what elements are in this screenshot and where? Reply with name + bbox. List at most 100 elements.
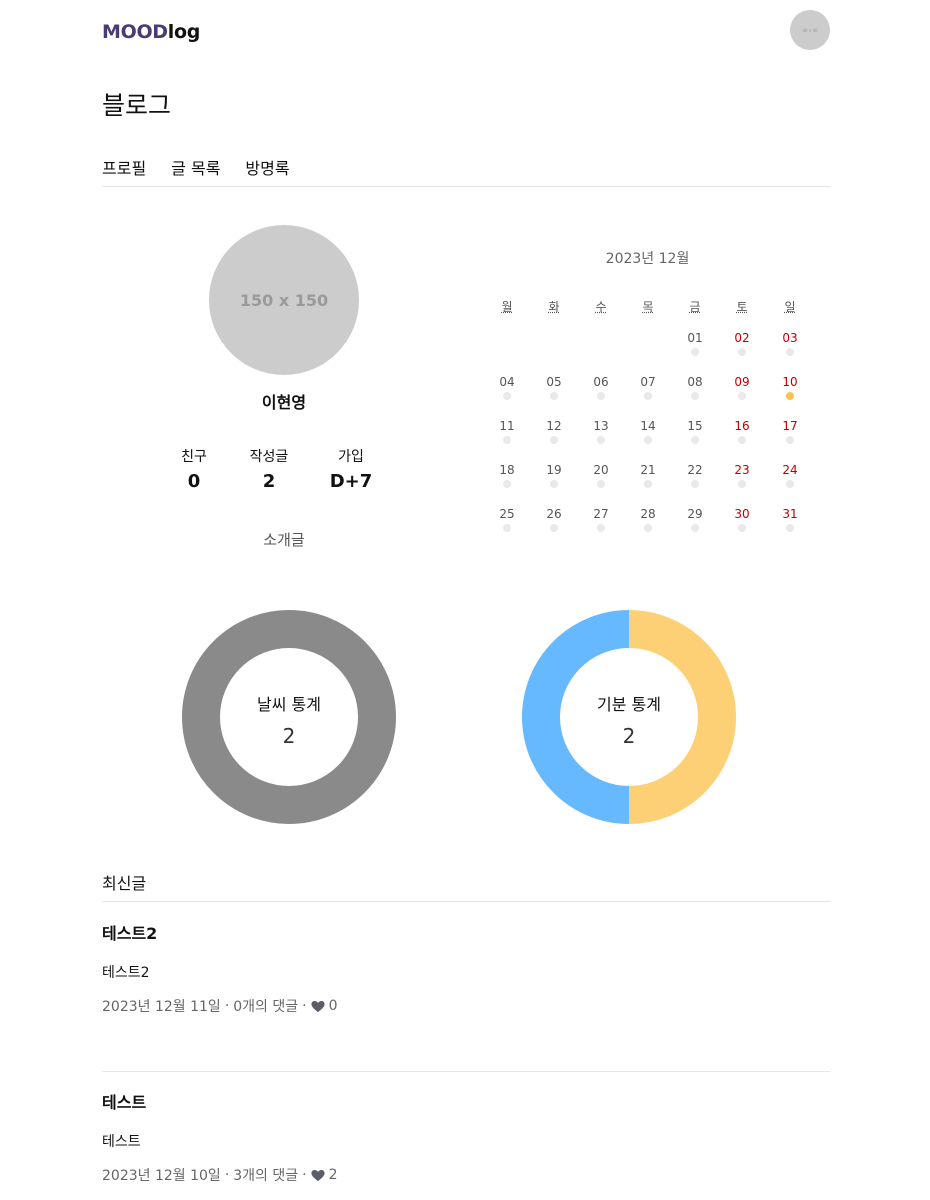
calendar-day-dot bbox=[550, 480, 558, 488]
calendar-day-dot bbox=[738, 392, 746, 400]
calendar-day[interactable]: 20 bbox=[586, 463, 616, 488]
calendar-day[interactable]: 08 bbox=[680, 375, 710, 400]
meta-separator: · bbox=[302, 998, 307, 1014]
calendar-day-number: 31 bbox=[782, 507, 798, 521]
heart-icon[interactable] bbox=[311, 1169, 325, 1182]
calendar-day-number: 04 bbox=[499, 375, 515, 389]
stat-friends[interactable]: 친구 0 bbox=[154, 446, 234, 492]
calendar-day-number: 30 bbox=[734, 507, 750, 521]
calendar-day-dot bbox=[786, 524, 794, 532]
calendar-day-number: 19 bbox=[546, 463, 562, 477]
tab-post-list[interactable]: 글 목록 bbox=[171, 159, 221, 178]
calendar-day[interactable]: 22 bbox=[680, 463, 710, 488]
calendar-weekday: 월 bbox=[501, 300, 513, 314]
calendar-day-number: 21 bbox=[640, 463, 656, 477]
calendar-day[interactable]: 10 bbox=[775, 375, 805, 400]
calendar-day-number: 03 bbox=[782, 331, 798, 345]
calendar-day-dot bbox=[644, 480, 652, 488]
calendar-day-number: 07 bbox=[640, 375, 656, 389]
calendar-day[interactable]: 31 bbox=[775, 507, 805, 532]
calendar-day-number: 09 bbox=[734, 375, 750, 389]
post-divider bbox=[102, 1071, 830, 1072]
post-date: 2023년 12월 11일 bbox=[102, 999, 221, 1015]
calendar-day-number: 16 bbox=[734, 419, 750, 433]
calendar-day[interactable]: 16 bbox=[727, 419, 757, 444]
calendar-title: 2023년 12월 bbox=[605, 251, 690, 267]
logo-mood-text: MOOD bbox=[102, 21, 168, 43]
tab-profile[interactable]: 프로필 bbox=[102, 159, 147, 178]
calendar-day-dot bbox=[550, 436, 558, 444]
page-title: 블로그 bbox=[102, 91, 172, 120]
calendar-day-dot bbox=[691, 392, 699, 400]
donut-segment-weather bbox=[182, 610, 396, 824]
calendar-day[interactable]: 24 bbox=[775, 463, 805, 488]
calendar-day[interactable]: 21 bbox=[633, 463, 663, 488]
calendar-day-number: 22 bbox=[687, 463, 703, 477]
calendar-weekday: 수 bbox=[595, 300, 607, 314]
meta-separator: · bbox=[224, 1167, 230, 1183]
calendar-day[interactable]: 28 bbox=[633, 507, 663, 532]
logo[interactable]: MOODlog bbox=[102, 21, 200, 43]
calendar-day[interactable]: 05 bbox=[539, 375, 569, 400]
calendar-day-number: 29 bbox=[687, 507, 703, 521]
calendar-day[interactable]: 29 bbox=[680, 507, 710, 532]
donut-segment-mood-a bbox=[628, 610, 736, 824]
calendar-day-dot bbox=[786, 392, 794, 400]
post-likes: 2 bbox=[328, 1167, 338, 1183]
recent-posts-title: 최신글 bbox=[102, 870, 830, 902]
heart-icon[interactable] bbox=[311, 1000, 325, 1013]
calendar-day-dot bbox=[786, 480, 794, 488]
stat-joined-label: 가입 bbox=[338, 449, 364, 465]
calendar-day[interactable]: 23 bbox=[727, 463, 757, 488]
avatar[interactable]: 40 x 40 bbox=[790, 10, 830, 50]
calendar-day[interactable]: 30 bbox=[727, 507, 757, 532]
calendar-day[interactable]: 26 bbox=[539, 507, 569, 532]
calendar-day[interactable]: 25 bbox=[492, 507, 522, 532]
calendar-day[interactable]: 02 bbox=[727, 331, 757, 356]
calendar-day[interactable]: 04 bbox=[492, 375, 522, 400]
stat-joined-value: D+7 bbox=[329, 471, 373, 492]
tab-guestbook[interactable]: 방명록 bbox=[245, 159, 290, 178]
calendar-day[interactable]: 14 bbox=[633, 419, 663, 444]
calendar-day[interactable]: 17 bbox=[775, 419, 805, 444]
post-meta: 2023년 12월 11일 · 0개의 댓글 · 0 bbox=[102, 996, 830, 1016]
calendar-day-dot bbox=[786, 436, 794, 444]
calendar-weekday: 토 bbox=[736, 300, 748, 314]
calendar-day[interactable]: 15 bbox=[680, 419, 710, 444]
calendar-day-number: 15 bbox=[687, 419, 703, 433]
stat-posts[interactable]: 작성글 2 bbox=[229, 446, 309, 492]
post-item[interactable]: 테스트2 테스트2 2023년 12월 11일 · 0개의 댓글 · 0 bbox=[102, 920, 830, 1016]
calendar-day[interactable]: 13 bbox=[586, 419, 616, 444]
calendar-weekday: 화 bbox=[548, 300, 560, 314]
calendar-day[interactable]: 12 bbox=[539, 419, 569, 444]
calendar-day-dot bbox=[550, 392, 558, 400]
calendar-day-number: 08 bbox=[687, 375, 703, 389]
calendar-day[interactable]: 07 bbox=[633, 375, 663, 400]
calendar-day-dot bbox=[503, 480, 511, 488]
calendar-day[interactable]: 09 bbox=[727, 375, 757, 400]
post-title[interactable]: 테스트2 bbox=[102, 924, 158, 943]
mood-stats-chart bbox=[522, 610, 736, 824]
calendar-day-number: 01 bbox=[687, 331, 703, 345]
calendar-day-number: 11 bbox=[499, 419, 515, 433]
mood-stats-value: 2 bbox=[622, 724, 636, 748]
post-title[interactable]: 테스트 bbox=[102, 1093, 147, 1112]
calendar-day[interactable]: 03 bbox=[775, 331, 805, 356]
calendar-day-dot bbox=[644, 392, 652, 400]
calendar-day-dot bbox=[597, 524, 605, 532]
calendar-day-number: 26 bbox=[546, 507, 562, 521]
post-item[interactable]: 테스트 테스트 2023년 12월 10일 · 3개의 댓글 · 2 bbox=[102, 1089, 830, 1185]
calendar-day-dot bbox=[691, 524, 699, 532]
calendar-day[interactable]: 27 bbox=[586, 507, 616, 532]
calendar-day-dot bbox=[597, 480, 605, 488]
calendar-day[interactable]: 06 bbox=[586, 375, 616, 400]
calendar-weekday: 금 bbox=[689, 300, 701, 314]
calendar-day-dot bbox=[644, 524, 652, 532]
post-meta: 2023년 12월 10일 · 3개의 댓글 · 2 bbox=[102, 1165, 830, 1185]
calendar-day[interactable]: 18 bbox=[492, 463, 522, 488]
calendar-day[interactable]: 19 bbox=[539, 463, 569, 488]
calendar-day[interactable]: 11 bbox=[492, 419, 522, 444]
logo-log-text: log bbox=[167, 21, 201, 43]
calendar-day[interactable]: 01 bbox=[680, 331, 710, 356]
calendar-day-number: 18 bbox=[499, 463, 515, 477]
